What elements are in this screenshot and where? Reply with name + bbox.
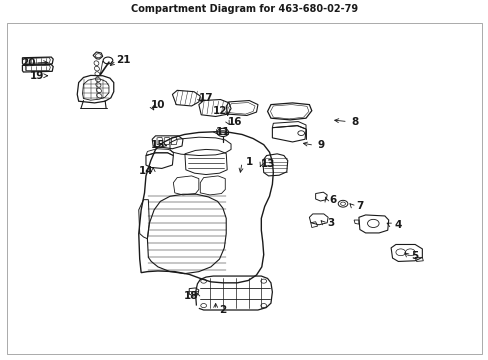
- Text: 15: 15: [150, 140, 165, 150]
- Text: 19: 19: [30, 71, 44, 81]
- Text: 13: 13: [261, 159, 275, 169]
- Text: 10: 10: [150, 100, 165, 109]
- Text: 1: 1: [245, 157, 252, 167]
- Text: 14: 14: [139, 166, 153, 176]
- Text: 4: 4: [394, 220, 401, 230]
- Text: 11: 11: [215, 127, 230, 137]
- Text: 6: 6: [329, 195, 336, 205]
- Text: 8: 8: [351, 117, 358, 127]
- Text: 20: 20: [21, 58, 35, 68]
- Title: Compartment Diagram for 463-680-02-79: Compartment Diagram for 463-680-02-79: [131, 4, 357, 14]
- Text: 21: 21: [116, 55, 130, 66]
- Text: 18: 18: [183, 292, 198, 301]
- Text: 16: 16: [227, 117, 242, 127]
- Text: 7: 7: [355, 202, 363, 211]
- Text: 3: 3: [327, 219, 334, 229]
- Text: 5: 5: [411, 251, 418, 261]
- Text: 17: 17: [198, 93, 213, 103]
- Text: 12: 12: [213, 107, 227, 116]
- Text: 2: 2: [219, 305, 226, 315]
- Text: 9: 9: [317, 140, 325, 150]
